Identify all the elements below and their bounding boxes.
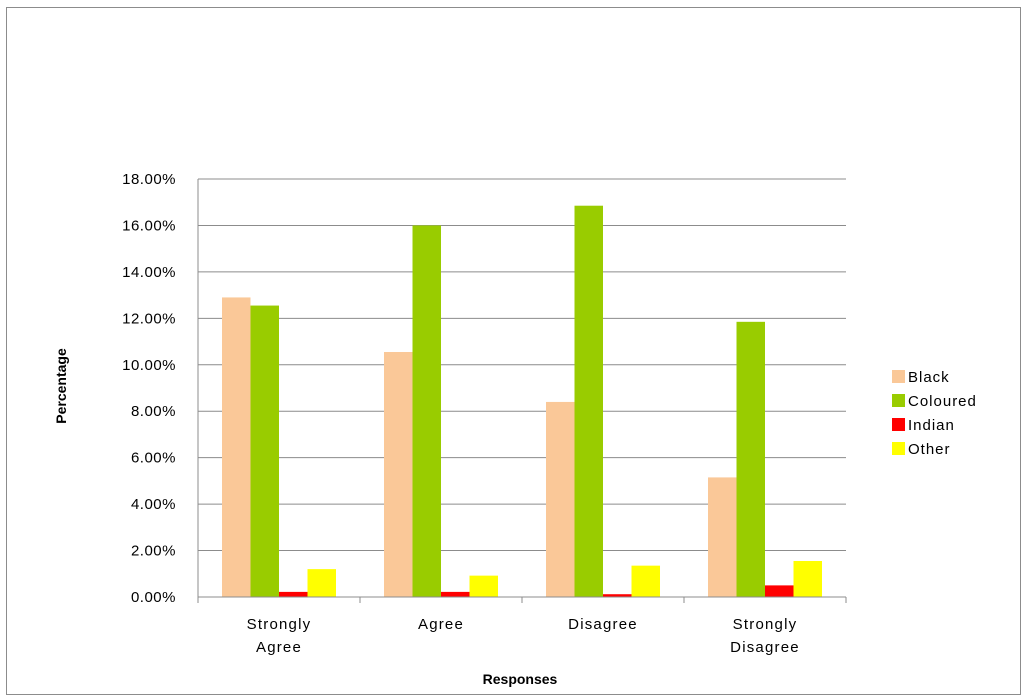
legend-label: Black [908,369,950,386]
bar-other [793,561,822,597]
legend-swatch-indian [892,418,905,431]
y-tick-label: 6.00% [131,450,176,467]
x-category-label: Strongly Agree [247,616,312,656]
y-tick-label: 12.00% [122,310,176,327]
bar-other [469,575,498,597]
bar-coloured [412,225,441,597]
legend-swatch-other [892,442,905,455]
bar-indian [603,594,632,597]
legend: Black Coloured Indian Other [892,369,977,458]
y-tick-label: 18.00% [122,171,176,188]
y-tick-label: 16.00% [122,217,176,234]
bar-black [708,477,737,597]
legend-label: Indian [908,417,955,434]
bar-black [384,352,413,597]
x-axis-categories: Strongly Agree Agree Disagree Strongly Disagr… [247,616,800,656]
bar-other [631,565,660,597]
x-axis [197,179,847,603]
y-tick-label: 4.00% [131,496,176,513]
bar-other [307,569,336,597]
y-tick-label: 2.00% [131,543,176,560]
x-axis-title: Responses [483,671,558,687]
legend-label: Other [908,441,951,458]
bar-indian [441,591,470,597]
x-category-label: Disagree [568,616,638,633]
legend-label: Coloured [908,393,977,410]
y-tick-label: 10.00% [122,357,176,374]
bar-coloured [250,305,279,597]
legend-swatch-coloured [892,394,905,407]
x-category-label: Agree [418,616,464,633]
x-category-label: Strongly Disagree [730,616,800,656]
bar-coloured [574,205,603,597]
chart-frame [6,7,1021,695]
bars [222,205,822,597]
y-tick-label: 8.00% [131,403,176,420]
y-tick-label: 14.00% [122,264,176,281]
y-axis-title: Percentage [53,348,69,424]
bar-indian [279,591,308,597]
y-axis-ticks: 0.00% 2.00% 4.00% 6.00% 8.00% 10.00% 12.00% 14.… [122,171,176,606]
bar-coloured [736,321,765,597]
bar-indian [765,585,794,597]
bar-black [546,401,575,597]
bar-black [222,297,251,597]
y-tick-label: 0.00% [131,589,176,606]
legend-swatch-black [892,370,905,383]
